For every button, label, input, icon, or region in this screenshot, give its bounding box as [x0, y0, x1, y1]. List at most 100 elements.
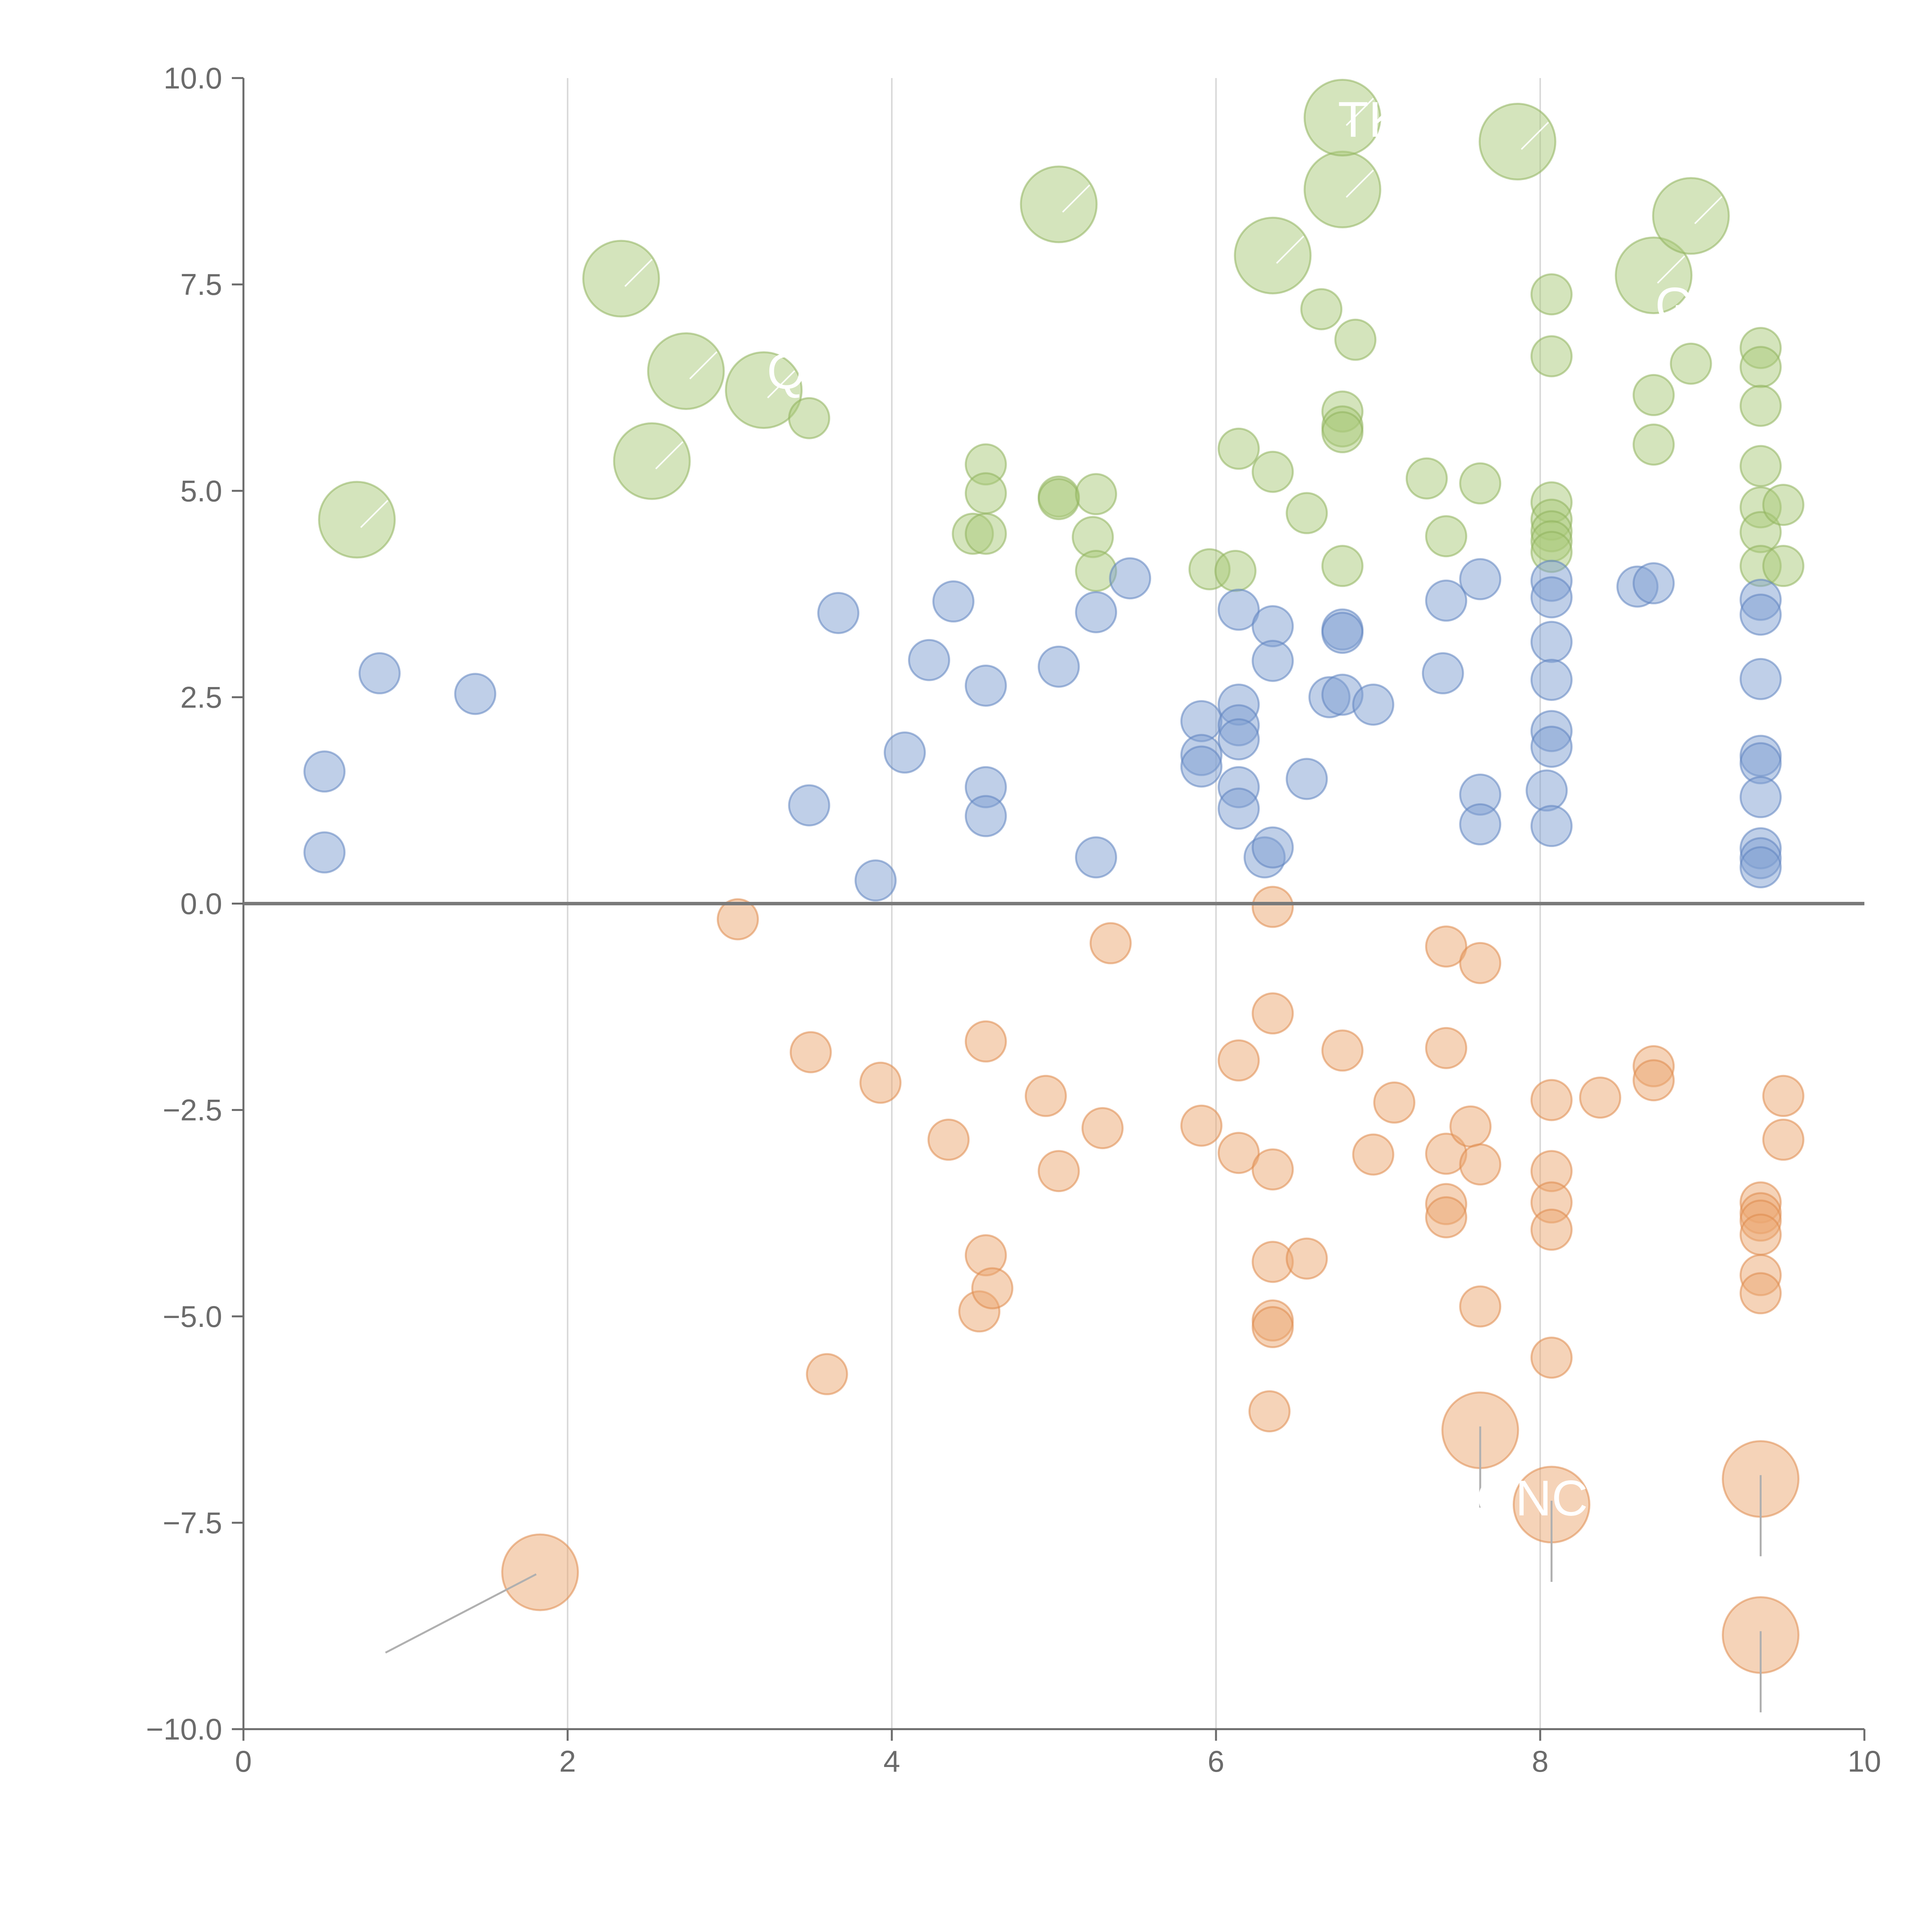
leader-line: [385, 1573, 537, 1654]
negative-point: [1025, 1075, 1067, 1117]
y-tick-label: −7.5: [163, 1506, 222, 1540]
negative-point: [859, 1061, 902, 1104]
positive-low-point: [854, 859, 897, 902]
positive-low-point: [1075, 836, 1117, 879]
negative-point: [1633, 1059, 1675, 1102]
positive-low-point: [1286, 758, 1328, 800]
negative-point: [1530, 1337, 1573, 1379]
negative-point: [789, 1031, 832, 1073]
negative-point: [1252, 1148, 1294, 1190]
negative-point: [1089, 922, 1132, 964]
positive-low-point: [1740, 776, 1782, 818]
negative-point: [1740, 1213, 1782, 1256]
positive-high-point: [1303, 79, 1381, 157]
positive-high-point: [1530, 273, 1573, 316]
positive-high-point: [1633, 423, 1675, 466]
positive-low-point: [964, 795, 1007, 837]
annotation-label: ONC: [1476, 1470, 1588, 1526]
positive-low-point: [1530, 659, 1573, 701]
negative-point: [716, 898, 759, 940]
positive-high-point: [1615, 236, 1693, 315]
positive-high-point: [1218, 427, 1260, 470]
positive-low-point: [1037, 645, 1080, 688]
positive-high-point: [1670, 342, 1712, 385]
positive-low-point: [1352, 684, 1395, 726]
negative-point: [1321, 1029, 1364, 1072]
positive-high-point: [1740, 445, 1782, 487]
positive-low-point: [932, 580, 975, 623]
positive-high-point: [788, 397, 830, 439]
positive-high-point: [1740, 346, 1782, 388]
positive-high-point: [1405, 457, 1448, 500]
callouts: TK ONC Q GO: [360, 91, 1762, 1713]
y-tick-label: −5.0: [163, 1299, 222, 1333]
positive-high-point: [1762, 545, 1804, 587]
leader-line: [1062, 184, 1090, 213]
leader-line: [1520, 122, 1549, 150]
positive-high-point: [1300, 288, 1343, 330]
leader-line: [1694, 196, 1723, 224]
positive-low-point: [1252, 639, 1294, 682]
negative-point: [1459, 1285, 1502, 1328]
positive-low-point: [303, 750, 346, 793]
positive-low-point: [964, 664, 1007, 707]
positive-low-point: [1321, 612, 1364, 654]
positive-low-point: [788, 784, 830, 827]
positive-low-point: [1218, 718, 1260, 760]
negative-point: [1352, 1133, 1395, 1176]
positive-high-point: [1334, 318, 1377, 361]
leader-line: [360, 500, 389, 528]
positive-high-point: [1252, 451, 1294, 493]
negative-point: [1180, 1104, 1223, 1147]
negative-point: [1740, 1272, 1782, 1315]
negative-point: [1252, 992, 1294, 1035]
annotation-label: Q: [767, 343, 806, 399]
positive-low-point: [1530, 576, 1573, 619]
positive-low-point: [1740, 594, 1782, 636]
negative-point: [1762, 1119, 1804, 1161]
positive-high-point: [1652, 177, 1730, 255]
positive-high-point: [1214, 549, 1257, 592]
positive-low-point: [1218, 588, 1260, 631]
positive-high-point: [1303, 150, 1381, 228]
negative-point: [1530, 1079, 1573, 1121]
negative-point: [806, 1353, 848, 1395]
y-tick-label: 5.0: [180, 474, 222, 508]
leader-line: [689, 351, 718, 379]
negative-point: [1252, 886, 1294, 928]
negative-point: [1218, 1132, 1260, 1174]
negative-point: [1037, 1150, 1080, 1192]
positive-low-point: [1109, 557, 1151, 600]
annotation-label: GO: [1655, 277, 1733, 333]
positive-high-point: [647, 332, 725, 410]
annotation-label: TK: [1338, 91, 1402, 148]
negative-point: [1081, 1107, 1124, 1150]
positive-low-point: [1530, 726, 1573, 768]
positive-high-point: [1075, 473, 1117, 515]
x-tick-label: 6: [1208, 1744, 1224, 1778]
negative-point: [927, 1119, 970, 1161]
x-tick-label: 2: [559, 1744, 576, 1778]
negative-point: [501, 1533, 579, 1611]
negative-point: [1425, 1027, 1468, 1069]
negative-point: [1530, 1208, 1573, 1251]
positive-high-point: [1740, 384, 1782, 427]
positive-low-point: [908, 639, 950, 681]
leader-line: [1345, 170, 1374, 198]
y-tick-label: 2.5: [180, 680, 222, 714]
y-tick-label: 0.0: [180, 887, 222, 921]
positive-low-point: [817, 592, 860, 634]
positive-high-point: [1321, 411, 1364, 454]
negative-point: [964, 1020, 1007, 1063]
positive-high-point: [1425, 515, 1468, 558]
positive-high-point: [964, 512, 1007, 555]
leader-line: [1657, 255, 1685, 284]
positive-low-point: [1633, 562, 1675, 605]
positive-high-point: [1762, 484, 1804, 526]
x-tick-label: 4: [883, 1744, 900, 1778]
negative-point: [1218, 1039, 1260, 1082]
negative-point: [1459, 1143, 1502, 1186]
y-tick-label: 7.5: [180, 267, 222, 301]
negative-point: [1286, 1237, 1328, 1280]
